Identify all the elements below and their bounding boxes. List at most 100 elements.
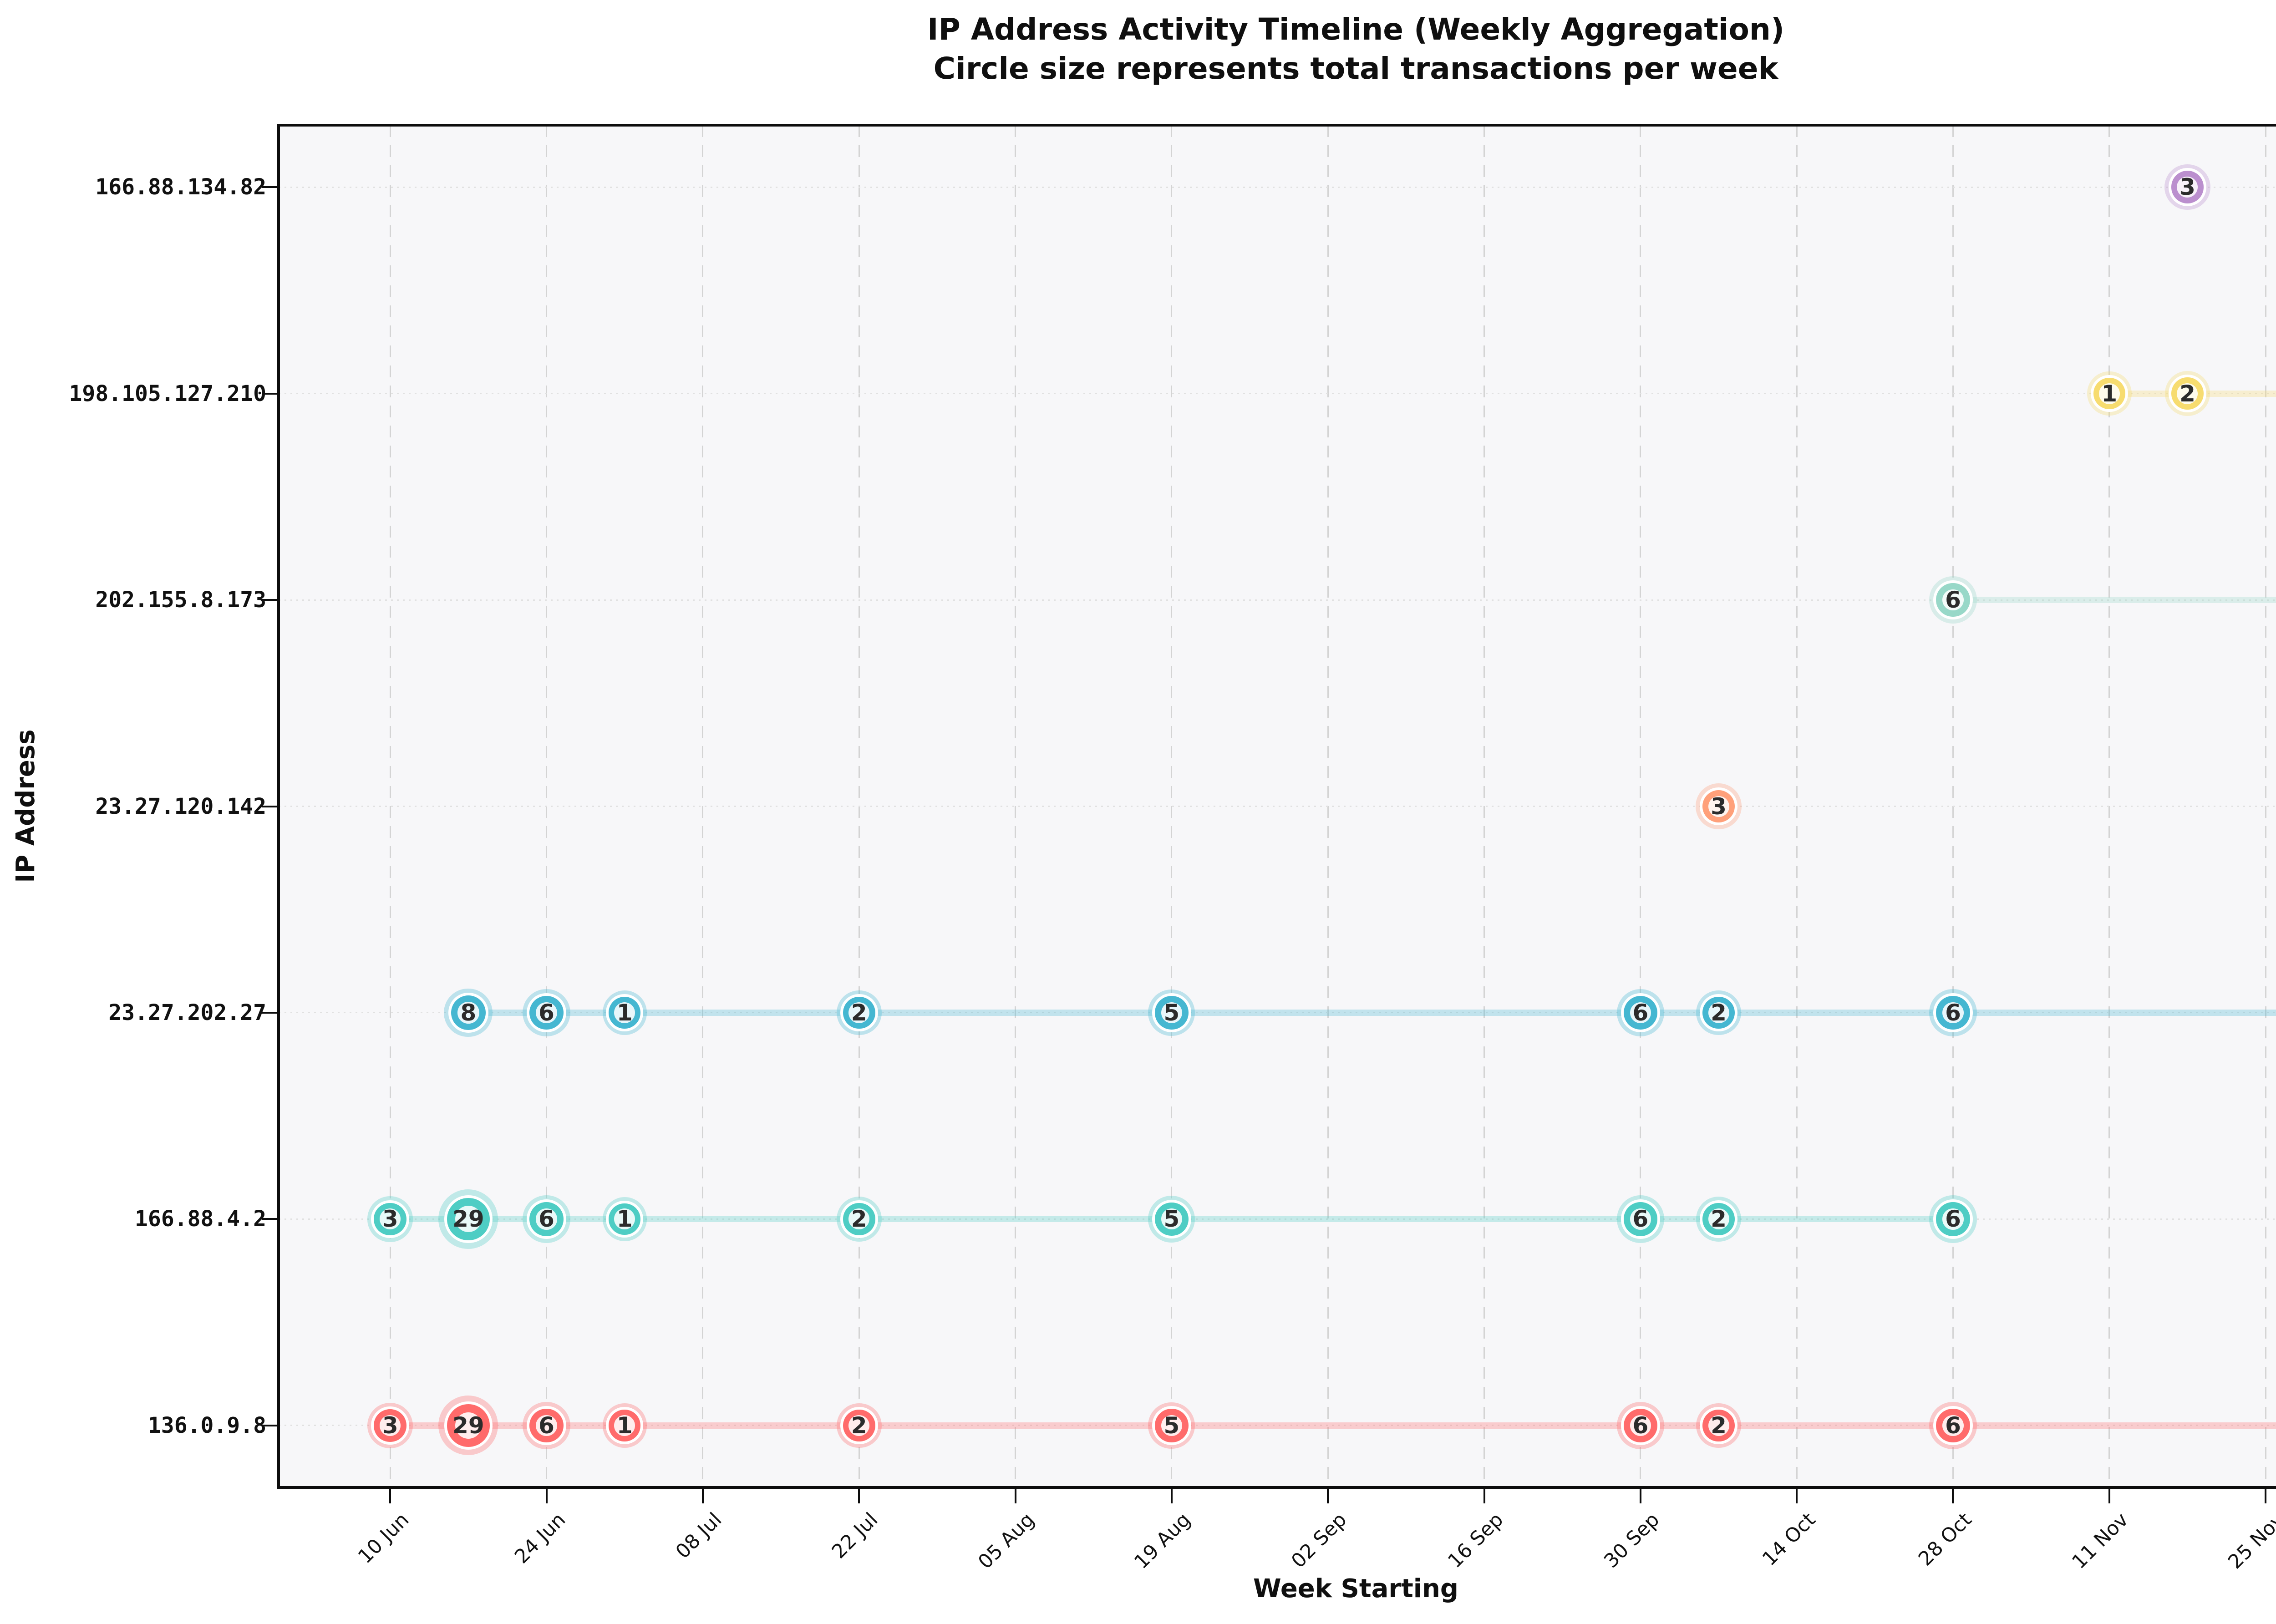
data-point-value: 2 bbox=[1711, 1206, 1727, 1233]
chart-subtitle: Circle size represents total transaction… bbox=[933, 51, 1778, 86]
data-point-marker: 2 bbox=[1696, 990, 1741, 1035]
data-point-value: 1 bbox=[616, 999, 633, 1026]
x-tick-label: 14 Oct bbox=[1758, 1508, 1820, 1571]
data-point-marker: 1 bbox=[602, 1197, 647, 1242]
marker-inner-disc bbox=[1942, 1002, 1964, 1024]
marker-inner-disc bbox=[1708, 796, 1729, 817]
marker-inner-disc bbox=[1630, 1415, 1651, 1436]
data-point-value: 2 bbox=[2179, 380, 2195, 407]
y-tick-mark bbox=[262, 186, 277, 188]
data-point-value: 29 bbox=[452, 1412, 484, 1439]
y-axis-label: IP Address bbox=[11, 729, 41, 883]
x-tick-label: 02 Sep bbox=[1287, 1508, 1351, 1573]
data-point-marker: 6 bbox=[1616, 989, 1664, 1037]
y-tick-mark bbox=[262, 1424, 277, 1426]
data-point-marker: 6 bbox=[1616, 1401, 1664, 1450]
marker-inner-disc bbox=[380, 1208, 401, 1230]
x-tick-mark bbox=[1014, 1489, 1016, 1503]
data-point-value: 6 bbox=[1945, 587, 1961, 613]
data-point-marker: 2 bbox=[836, 1403, 882, 1448]
y-gridline bbox=[279, 1425, 2276, 1426]
marker-inner-disc bbox=[1708, 1208, 1729, 1230]
data-point-value: 3 bbox=[1711, 793, 1727, 820]
series-line bbox=[1953, 597, 2276, 603]
y-tick-label: 23.27.120.142 bbox=[95, 793, 266, 819]
data-point-marker: 6 bbox=[1929, 989, 1977, 1037]
data-point-value: 29 bbox=[452, 1206, 484, 1233]
y-gridline bbox=[279, 806, 2276, 807]
x-axis-label: Week Starting bbox=[1253, 1574, 1458, 1604]
marker-inner-disc bbox=[2098, 383, 2120, 404]
plot-spine-top bbox=[277, 124, 2276, 127]
marker-inner-disc bbox=[455, 1412, 482, 1439]
marker-inner-disc bbox=[1161, 1002, 1182, 1023]
marker-inner-disc bbox=[455, 1206, 482, 1233]
data-point-value: 3 bbox=[382, 1412, 398, 1439]
y-tick-label: 23.27.202.27 bbox=[108, 1000, 266, 1025]
data-point-marker: 29 bbox=[438, 1189, 498, 1249]
y-gridline bbox=[279, 186, 2276, 188]
y-tick-mark bbox=[262, 805, 277, 807]
series-line bbox=[468, 1009, 2276, 1016]
marker-inner-disc bbox=[536, 1002, 557, 1024]
marker-inner-disc bbox=[614, 1415, 635, 1436]
data-point-value: 2 bbox=[1711, 999, 1727, 1026]
x-tick-mark bbox=[1327, 1489, 1329, 1503]
y-tick-label: 166.88.4.2 bbox=[135, 1206, 266, 1232]
marker-inner-disc bbox=[848, 1002, 870, 1023]
data-point-value: 6 bbox=[1945, 1206, 1961, 1233]
data-point-marker: 8 bbox=[444, 988, 493, 1037]
data-point-value: 1 bbox=[2101, 380, 2118, 407]
data-point-marker: 5 bbox=[1148, 1402, 1195, 1449]
data-point-marker: 3 bbox=[2164, 164, 2210, 210]
x-tick-mark bbox=[858, 1489, 860, 1503]
x-tick-mark bbox=[1639, 1489, 1641, 1503]
data-point-marker: 6 bbox=[523, 1401, 570, 1450]
x-tick-label: 05 Aug bbox=[973, 1508, 1039, 1574]
data-point-value: 5 bbox=[1163, 1412, 1180, 1439]
data-point-marker: 3 bbox=[367, 1196, 413, 1242]
y-tick-mark bbox=[262, 1011, 277, 1014]
x-tick-mark bbox=[389, 1489, 391, 1503]
data-point-marker: 2 bbox=[1696, 1403, 1741, 1448]
data-point-marker: 6 bbox=[1616, 1195, 1664, 1243]
y-tick-label: 136.0.9.8 bbox=[147, 1412, 266, 1438]
x-tick-label: 24 Jun bbox=[510, 1508, 570, 1568]
data-point-marker: 3 bbox=[367, 1402, 413, 1449]
y-gridline bbox=[279, 1012, 2276, 1014]
marker-inner-disc bbox=[1708, 1415, 1729, 1436]
data-point-marker: 1 bbox=[602, 990, 647, 1035]
data-point-marker: 2 bbox=[836, 1197, 882, 1242]
marker-inner-disc bbox=[1161, 1208, 1182, 1230]
x-tick-mark bbox=[2108, 1489, 2110, 1503]
data-point-marker: 29 bbox=[438, 1396, 498, 1456]
data-point-value: 8 bbox=[460, 999, 477, 1026]
data-point-value: 3 bbox=[382, 1206, 398, 1233]
y-tick-mark bbox=[262, 392, 277, 395]
data-point-marker: 2 bbox=[2165, 371, 2210, 416]
data-point-value: 6 bbox=[1632, 999, 1649, 1026]
x-tick-mark bbox=[701, 1489, 704, 1503]
marker-inner-disc bbox=[848, 1208, 870, 1230]
plot-spine-left bbox=[277, 124, 280, 1489]
marker-inner-disc bbox=[1708, 1002, 1729, 1023]
data-point-value: 1 bbox=[616, 1412, 633, 1439]
data-point-value: 6 bbox=[539, 1206, 554, 1233]
y-tick-label: 166.88.134.82 bbox=[95, 174, 266, 200]
y-gridline bbox=[279, 393, 2276, 395]
data-point-value: 6 bbox=[1945, 999, 1961, 1026]
data-point-marker: 3 bbox=[1696, 783, 1742, 829]
marker-inner-disc bbox=[614, 1002, 635, 1023]
x-tick-label: 16 Sep bbox=[1443, 1508, 1508, 1573]
data-point-marker: 6 bbox=[1929, 576, 1977, 624]
x-tick-mark bbox=[1483, 1489, 1485, 1503]
y-tick-label: 202.155.8.173 bbox=[95, 587, 266, 613]
y-tick-mark bbox=[262, 1218, 277, 1220]
marker-inner-disc bbox=[614, 1208, 635, 1230]
data-point-marker: 6 bbox=[523, 1195, 570, 1243]
x-tick-label: 10 Jun bbox=[354, 1508, 414, 1568]
y-gridline bbox=[279, 1218, 2276, 1220]
data-point-value: 6 bbox=[539, 1412, 554, 1439]
data-point-value: 5 bbox=[1163, 1206, 1180, 1233]
